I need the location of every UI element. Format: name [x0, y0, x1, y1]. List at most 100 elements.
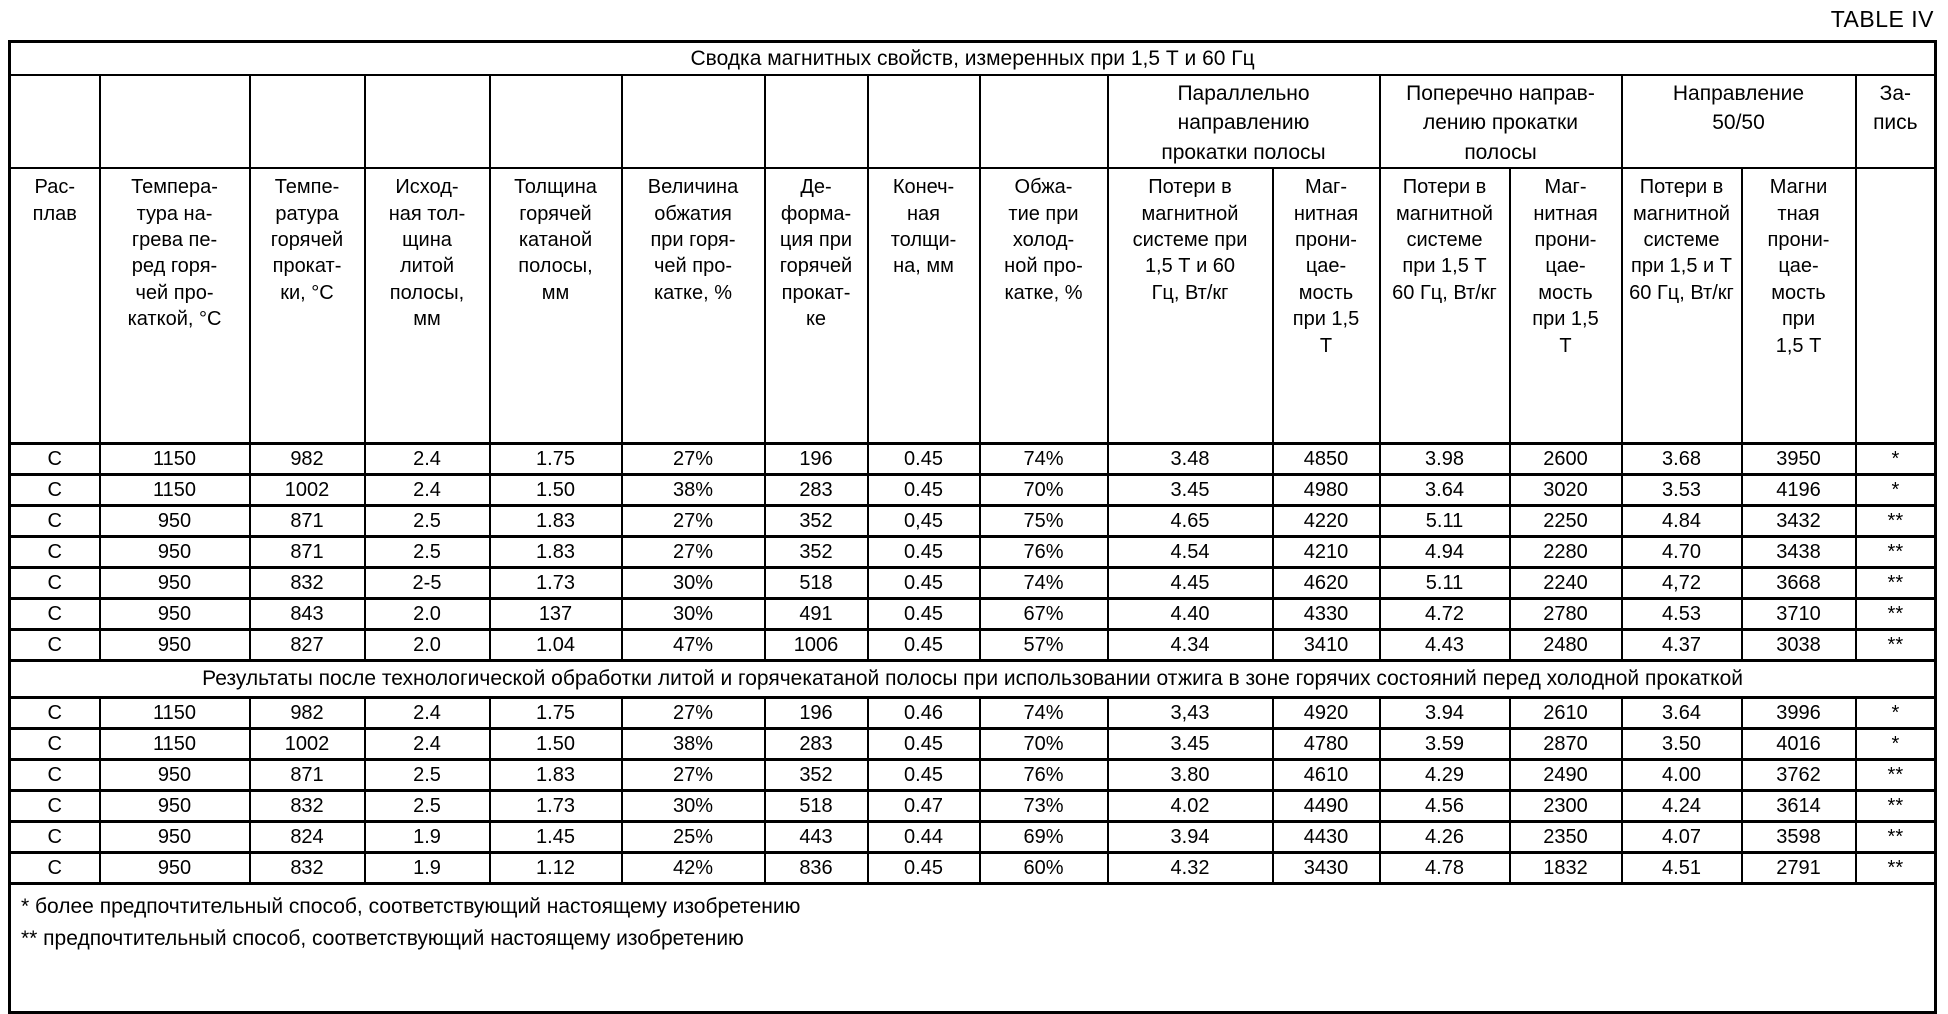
table-cell: 4980: [1271, 473, 1381, 507]
group-spacer-cell: [763, 73, 869, 170]
table-cell: 4.45: [1106, 566, 1274, 600]
table-cell: 2.5: [363, 535, 491, 569]
column-header-hot-rolling-temp: Темпе- ратура горячей прокат- ки, °С: [248, 167, 366, 445]
table-cell: *: [1854, 442, 1937, 476]
table-cell: 2.4: [363, 696, 491, 730]
table-cell: 3410: [1271, 628, 1381, 662]
table-cell: 1.50: [488, 473, 623, 507]
table-cell: 1.9: [363, 851, 491, 885]
group-spacer-cell: [488, 73, 623, 170]
table-cell: 1150: [98, 727, 251, 761]
table-cell: 950: [98, 597, 251, 631]
group-spacer-cell: [363, 73, 491, 170]
table-cell: 5.11: [1378, 566, 1511, 600]
table-cell: С: [8, 628, 101, 662]
table-cell: 4.26: [1378, 820, 1511, 854]
table-cell: 832: [248, 851, 366, 885]
table-cell: 3.59: [1378, 727, 1511, 761]
table-cell: 3950: [1740, 442, 1857, 476]
table-cell: 30%: [620, 566, 766, 600]
table-cell: 4610: [1271, 758, 1381, 792]
table-cell: 2480: [1508, 628, 1623, 662]
table-cell: 4.56: [1378, 789, 1511, 823]
table-row: С 950 832 1.9 1.12 42% 836 0.45 60% 4.32 3430 4.78 1…: [8, 851, 1937, 885]
column-header-50-50-core-loss: Потери в магнитной системе при 1,5 и Т 6…: [1620, 167, 1743, 445]
table-cell: 3.53: [1620, 473, 1743, 507]
table-cell: 950: [98, 820, 251, 854]
table-cell: 2250: [1508, 504, 1623, 538]
table-cell: С: [8, 696, 101, 730]
table-cell: 74%: [978, 442, 1109, 476]
column-header-row: Рас- плав Темпера- тура на- грева пе- ре…: [8, 167, 1937, 445]
group-header-direction-50-50: Направление 50/50: [1620, 73, 1857, 170]
table-cell: 4920: [1271, 696, 1381, 730]
table-cell: 2350: [1508, 820, 1623, 854]
table-cell: 27%: [620, 696, 766, 730]
table-cell: 3598: [1740, 820, 1857, 854]
table-cell: 30%: [620, 789, 766, 823]
table-cell: 1.73: [488, 789, 623, 823]
table-cell: 3020: [1508, 473, 1623, 507]
table-cell: 0.45: [866, 758, 981, 792]
table-cell: 518: [763, 789, 869, 823]
table-row: С 950 824 1.9 1.45 25% 443 0.44 69% 3.94 4430 4.26 2…: [8, 820, 1937, 854]
table-cell: 3.98: [1378, 442, 1511, 476]
table-cell: С: [8, 758, 101, 792]
table-cell: С: [8, 789, 101, 823]
group-header-transverse: Поперечно направ- лению прокатки полосы: [1378, 73, 1623, 170]
table-cell: 4.51: [1620, 851, 1743, 885]
table-row: С 950 832 2.5 1.73 30% 518 0.47 73% 4.02 4490 4.56 2…: [8, 789, 1937, 823]
table-cell: 491: [763, 597, 869, 631]
table-cell: 283: [763, 727, 869, 761]
column-header-final-thickness: Конеч- ная толщи- на, мм: [866, 167, 981, 445]
table-cell: 0.45: [866, 535, 981, 569]
table-title: Сводка магнитных свойств, измеренных при…: [8, 40, 1937, 76]
table-cell: 283: [763, 473, 869, 507]
table-cell: 4.43: [1378, 628, 1511, 662]
table-cell: 0,45: [866, 504, 981, 538]
table-cell: 38%: [620, 727, 766, 761]
table-cell: 0.45: [866, 473, 981, 507]
column-header-50-50-permeability: Магни тная прони- цае- мость при 1,5 Т: [1740, 167, 1857, 445]
table-cell: 0.45: [866, 597, 981, 631]
table-cell: 42%: [620, 851, 766, 885]
table-cell: 196: [763, 696, 869, 730]
table-cell: С: [8, 820, 101, 854]
group-spacer-cell: [620, 73, 766, 170]
group-spacer-cell: [978, 73, 1109, 170]
table-cell: 4,72: [1620, 566, 1743, 600]
table-cell: 4.65: [1106, 504, 1274, 538]
table-cell: 3.45: [1106, 727, 1274, 761]
table-cell: 0.45: [866, 566, 981, 600]
table-cell: 5.11: [1378, 504, 1511, 538]
table-cell: 25%: [620, 820, 766, 854]
group-spacer-cell: [248, 73, 366, 170]
table-cell: 950: [98, 789, 251, 823]
table-cell: 3.45: [1106, 473, 1274, 507]
table-cell: 4220: [1271, 504, 1381, 538]
table-cell: 1.75: [488, 696, 623, 730]
table-cell: 3996: [1740, 696, 1857, 730]
table-cell: 4780: [1271, 727, 1381, 761]
table-cell: 137: [488, 597, 623, 631]
table-cell: 3.94: [1378, 696, 1511, 730]
table-cell: С: [8, 442, 101, 476]
table-cell: 76%: [978, 535, 1109, 569]
table-cell: 2.5: [363, 758, 491, 792]
table-cell: 4.54: [1106, 535, 1274, 569]
table-cell: С: [8, 597, 101, 631]
table-cell: 1006: [763, 628, 869, 662]
table-cell: 4620: [1271, 566, 1381, 600]
table-cell: 352: [763, 504, 869, 538]
table-cell: 871: [248, 535, 366, 569]
table-row: С 1150 982 2.4 1.75 27% 196 0.46 74% 3,43 4920 3.94…: [8, 696, 1937, 730]
table-cell: 2870: [1508, 727, 1623, 761]
table-cell: 352: [763, 758, 869, 792]
table-cell: 4.53: [1620, 597, 1743, 631]
table-cell: 2240: [1508, 566, 1623, 600]
column-header-transverse-core-loss: Потери в магнитной системе при 1,5 Т 60 …: [1378, 167, 1511, 445]
footnote-row: * более предпочтительный способ, соответ…: [8, 882, 1937, 1014]
table-cell: С: [8, 566, 101, 600]
section-heading-row: Результаты после технологической обработ…: [8, 659, 1937, 700]
